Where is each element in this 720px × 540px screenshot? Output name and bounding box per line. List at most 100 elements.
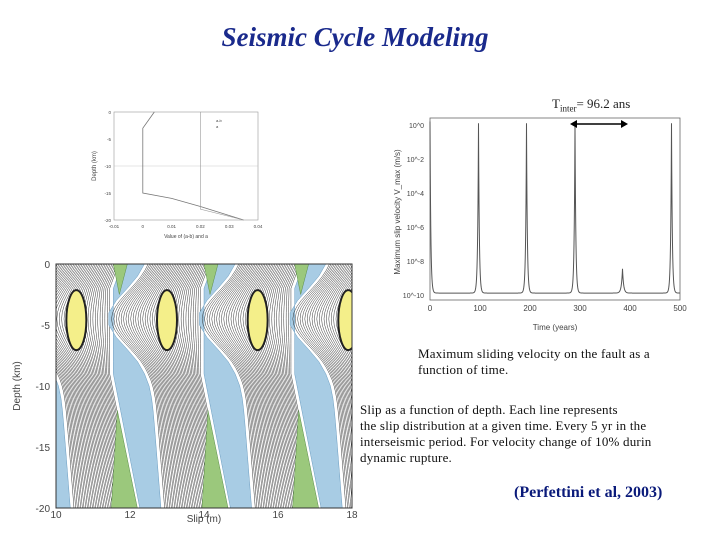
slip-curve bbox=[128, 264, 177, 508]
slip-depth-chart: 10 12 14 16 18 0 -5 -10 -15 -20 Slip (m) Depth (… bbox=[8, 260, 358, 524]
x-tick-label: 400 bbox=[623, 304, 637, 313]
caption-line: Slip as a function of depth. Each line r… bbox=[360, 402, 618, 417]
slip-curve bbox=[353, 264, 358, 508]
slip-curve bbox=[309, 264, 352, 455]
y-tick-label: -20 bbox=[104, 218, 111, 223]
slip-curve bbox=[311, 264, 352, 440]
slip-curve bbox=[56, 264, 85, 508]
x-tick-labels: 10 12 14 16 18 bbox=[50, 510, 358, 521]
slip-curve bbox=[130, 264, 179, 508]
caption-line: the slip distribution at a given time. E… bbox=[360, 418, 647, 433]
slip-curve bbox=[152, 264, 194, 508]
x-tick-label: 10 bbox=[50, 510, 62, 521]
slip-curve bbox=[85, 264, 120, 508]
slip-curve bbox=[266, 264, 301, 508]
coseismic-slip-region bbox=[199, 264, 252, 508]
y-tick-label: -15 bbox=[36, 443, 51, 454]
velocity-plot-frame bbox=[429, 117, 681, 301]
slip-curve bbox=[333, 275, 352, 370]
y-tick-label: 0 bbox=[44, 260, 50, 271]
slip-curve bbox=[206, 264, 259, 508]
slip-curve bbox=[118, 264, 170, 508]
slip-curve bbox=[125, 264, 175, 508]
coseismic-slip-region bbox=[289, 264, 343, 508]
y-tick-label: -20 bbox=[36, 504, 51, 515]
slip-curve bbox=[306, 264, 352, 470]
slip-curve bbox=[135, 264, 182, 508]
coseismic-slip-region bbox=[108, 264, 162, 508]
slip-curve bbox=[318, 264, 352, 404]
slip-curve bbox=[56, 264, 86, 508]
slip-curve bbox=[56, 264, 80, 508]
slip-curve bbox=[328, 268, 352, 379]
locked-patch bbox=[246, 289, 269, 352]
y-axis-label: Maximum slip velocity V_max (m/s) bbox=[393, 149, 402, 275]
x-tick-label: 12 bbox=[124, 510, 136, 521]
velocity-chart: 0 100 200 300 400 500 10^0 10^-2 10^-4 10^-6 10^-… bbox=[393, 117, 687, 332]
slip-curve bbox=[235, 264, 280, 508]
postseismic-region-bottom bbox=[21, 410, 47, 508]
y-tick-label: -15 bbox=[104, 191, 111, 196]
slip-curve bbox=[294, 264, 348, 508]
x-tick-label: 0 bbox=[142, 224, 145, 229]
slip-curve bbox=[326, 264, 352, 384]
y-tick-labels: 10^0 10^-2 10^-4 10^-6 10^-8 10^-10 bbox=[403, 123, 424, 300]
slip-curve bbox=[56, 264, 88, 508]
slip-curve bbox=[8, 264, 10, 508]
y-tick-label: 10^-4 bbox=[407, 191, 424, 198]
slip-curve bbox=[149, 264, 192, 508]
slip-curve bbox=[242, 264, 285, 508]
postseismic-region-bottom bbox=[111, 410, 138, 508]
slip-curve bbox=[302, 264, 352, 504]
y-tick-label: 10^0 bbox=[409, 123, 424, 130]
slip-curve bbox=[56, 264, 75, 508]
tinter-symbol: T bbox=[552, 96, 560, 111]
x-tick-label: 0.02 bbox=[196, 224, 205, 229]
y-tick-label: -10 bbox=[104, 164, 111, 169]
y-tick-labels: 0 -5 -10 -15 -20 bbox=[36, 260, 51, 515]
slip-curve bbox=[204, 264, 258, 508]
locked-patch bbox=[156, 289, 178, 352]
slip-curve bbox=[56, 264, 78, 508]
x-axis-label: Slip (m) bbox=[187, 514, 221, 524]
slip-curve bbox=[132, 264, 180, 508]
y-tick-label: -10 bbox=[36, 382, 51, 393]
postseismic-region-top bbox=[294, 264, 309, 295]
slip-curve bbox=[330, 271, 352, 375]
y-tick-label: 10^-6 bbox=[407, 225, 424, 232]
y-tick-label: 10^-8 bbox=[407, 259, 424, 266]
postseismic-region-top bbox=[23, 264, 37, 295]
slip-curve bbox=[209, 264, 261, 508]
legend-label-a: a bbox=[216, 124, 219, 129]
x-tick-label: 16 bbox=[272, 510, 284, 521]
x-tick-label: 0.04 bbox=[254, 224, 263, 229]
slip-curve bbox=[140, 264, 186, 508]
slip-curve bbox=[176, 264, 211, 508]
slip-curve bbox=[211, 264, 263, 508]
postseismic-region-bottom bbox=[201, 410, 229, 508]
locked-patch bbox=[65, 289, 88, 352]
series-line-vmax bbox=[429, 121, 681, 294]
slip-curve bbox=[137, 264, 184, 508]
y-axis-label: Depth (km) bbox=[12, 361, 23, 410]
locked-patch bbox=[337, 289, 352, 352]
caption-line: function of time. bbox=[418, 362, 509, 377]
slip-curve bbox=[113, 264, 167, 508]
slide-title: Seismic Cycle Modeling bbox=[221, 22, 489, 52]
x-tick-label: 500 bbox=[673, 304, 687, 313]
slip-curve bbox=[56, 264, 81, 508]
x-tick-labels: -0.01 0 0.01 0.02 0.03 0.04 bbox=[109, 224, 263, 229]
slip-curve bbox=[221, 264, 269, 508]
slip-curve bbox=[56, 264, 83, 508]
slip-curve bbox=[56, 264, 91, 508]
slip-curve bbox=[230, 264, 276, 508]
tinter-annotation: Tinter= 96.2 ans bbox=[552, 96, 630, 114]
postseismic-region-bottom bbox=[292, 410, 319, 508]
slip-curve bbox=[355, 264, 358, 508]
y-tick-label: 0 bbox=[108, 110, 111, 115]
x-tick-label: 18 bbox=[346, 510, 358, 521]
slip-curve bbox=[56, 264, 98, 508]
slip-curve bbox=[144, 264, 189, 508]
y-axis-label: Depth (km) bbox=[92, 151, 98, 181]
slip-curve bbox=[111, 264, 165, 508]
